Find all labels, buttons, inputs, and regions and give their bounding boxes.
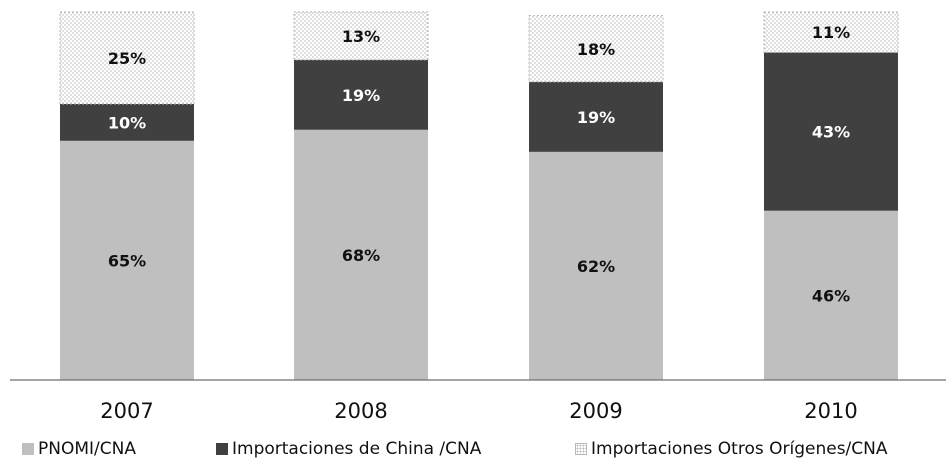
data-label-2008-series-2: 13% — [342, 27, 380, 46]
legend-label-china: Importaciones de China /CNA — [232, 439, 482, 459]
bar-segment-2009-series-0 — [529, 151, 663, 380]
legend-item-otros: Importaciones Otros Orígenes/CNA — [575, 438, 888, 460]
data-label-2009-series-2: 18% — [577, 40, 615, 59]
bar-segment-2008-series-1 — [294, 59, 428, 130]
legend-swatch-otros — [575, 443, 587, 455]
data-label-2010-series-2: 11% — [812, 23, 850, 42]
data-label-2009-series-1: 19% — [577, 108, 615, 127]
legend-label-pnomi: PNOMI/CNA — [38, 439, 136, 459]
legend-item-china: Importaciones de China /CNA — [216, 438, 481, 460]
legend-swatch-china — [216, 443, 228, 455]
legend-swatch-pnomi — [22, 443, 34, 455]
chart-plot: 65% 10% 25% 68% 19% 13% 62% 19% 18% 46% 43% 11% 200… — [10, 11, 946, 423]
bar-segment-2010-series-2 — [763, 11, 899, 53]
data-label-2007-series-1: 10% — [108, 113, 146, 132]
data-label-2009-series-0: 62% — [577, 257, 615, 276]
bar-segment-2009-series-2 — [528, 15, 664, 83]
bar-segment-2007-series-1 — [60, 104, 194, 141]
bar-segment-2010-series-1 — [764, 52, 898, 211]
x-tick-label-2010: 2010 — [804, 399, 857, 423]
x-tick-label-2009: 2009 — [569, 399, 622, 423]
data-label-2010-series-0: 46% — [812, 286, 850, 305]
bar-segment-2008-series-2 — [293, 11, 429, 61]
data-label-2007-series-2: 25% — [108, 49, 146, 68]
bar-segment-2007-series-2 — [59, 11, 195, 105]
bar-segment-2008-series-0 — [294, 129, 428, 380]
data-label-2008-series-1: 19% — [342, 86, 380, 105]
data-label-2008-series-0: 68% — [342, 246, 380, 265]
bar-segment-2009-series-1 — [529, 81, 663, 152]
bar-segment-2007-series-0 — [60, 140, 194, 380]
legend: PNOMI/CNA Importaciones de China /CNA Im… — [0, 438, 946, 460]
x-tick-label-2008: 2008 — [334, 399, 387, 423]
legend-label-otros: Importaciones Otros Orígenes/CNA — [591, 439, 888, 459]
legend-item-pnomi: PNOMI/CNA — [22, 438, 136, 460]
x-tick-label-2007: 2007 — [100, 399, 153, 423]
bar-segment-2010-series-0 — [764, 210, 898, 380]
data-label-2010-series-1: 43% — [812, 123, 850, 142]
data-label-2007-series-0: 65% — [108, 251, 146, 270]
